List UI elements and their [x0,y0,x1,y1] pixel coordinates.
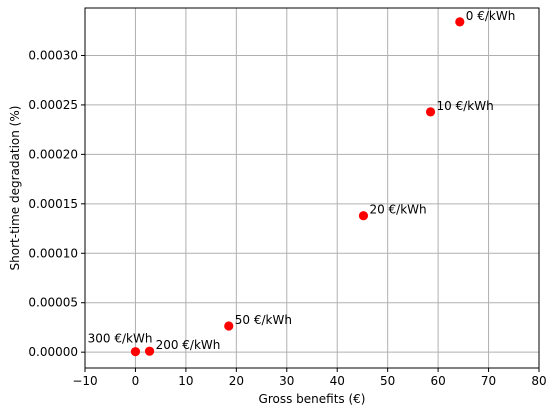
x-tick-label: 80 [531,374,546,388]
plot-frame [84,7,540,369]
y-tick-label: 0.00015 [28,197,78,211]
y-tick-label: 0.00025 [28,98,78,112]
grid [85,8,539,368]
y-tick-label: 0.00030 [28,48,78,62]
x-tick-label: 10 [178,374,193,388]
data-point [425,107,436,117]
data-point [224,321,234,331]
data-point [455,17,465,27]
point-label: 300 €/kWh [88,332,153,346]
data-point [130,347,141,357]
y-axis-label: Short-time degradation (%) [8,106,22,271]
x-tick-label: 0 [132,374,140,388]
plot-background [85,8,539,368]
y-tick-label: 0.00020 [28,147,78,161]
y-tick-label: 0.00010 [28,246,78,260]
data-point [144,346,155,356]
x-tick-label: 20 [229,374,244,388]
x-tick-label: 40 [330,374,345,388]
x-axis-label: Gross benefits (€) [259,392,366,406]
x-tick-label: 60 [430,374,445,388]
data-points: 0 €/kWh 10 €/kWh 20 €/kWh 50 €/kWh 200 €/kWh… [88,9,516,357]
y-tick-label: 0.00000 [28,345,78,359]
point-label: 0 €/kWh [466,9,516,23]
point-label: 20 €/kWh [369,203,426,217]
point-label: 50 €/kWh [235,313,292,327]
point-label: 10 €/kWh [437,99,494,113]
axis-ticks: −10 0 10 20 30 40 50 60 70 80 0.00000 0.00005 0.0001… [28,48,546,388]
y-tick-label: 0.00005 [28,296,78,310]
point-label: 200 €/kWh [156,338,221,352]
x-tick-label: −10 [72,374,97,388]
x-tick-label: 30 [279,374,294,388]
x-tick-label: 70 [481,374,496,388]
data-point [358,211,369,221]
x-tick-label: 50 [380,374,395,388]
